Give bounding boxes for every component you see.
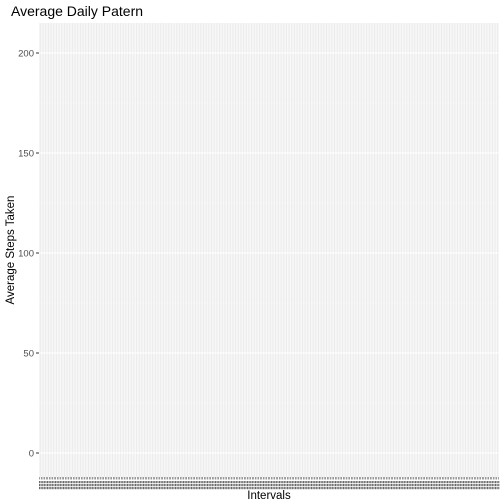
y-tick-label: 50 [23,348,34,359]
y-axis: 0 50 100 150 200 [18,48,39,459]
y-tick-label: 200 [18,48,34,59]
plot-panel [39,23,499,477]
major-grid [39,23,499,477]
chart-title: Average Daily Patern [11,3,143,19]
x-axis-title: Intervals [247,490,291,502]
y-axis-title: Average Steps Taken [5,196,17,305]
minor-grid [39,102,499,404]
y-tick-label: 100 [18,248,34,259]
y-tick-label: 0 [29,448,34,459]
x-axis [39,477,500,490]
y-tick-label: 150 [18,148,34,159]
x-tick-labels-band [39,481,500,490]
